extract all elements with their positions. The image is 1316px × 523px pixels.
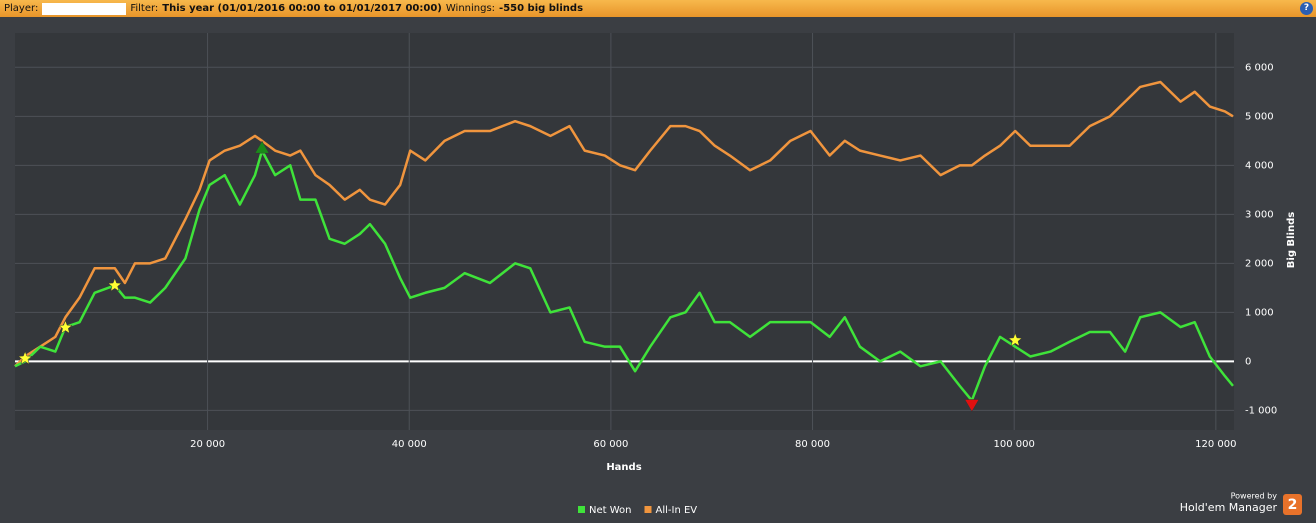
x-tick-label: 100 000 (994, 439, 1035, 450)
winnings-value: -550 big blinds (499, 3, 584, 14)
y-tick-label: 4 000 (1245, 160, 1274, 171)
filter-label: Filter: (130, 3, 159, 14)
y-tick-label: -1 000 (1245, 405, 1277, 416)
series-line (14, 80, 1234, 368)
series-line (14, 149, 1234, 402)
product-name: Hold'em Manager (1180, 501, 1278, 514)
marker (1007, 332, 1023, 347)
chart: Hands Big Blinds Powered by Hold'em Mana… (14, 33, 1302, 516)
y-tick-label: 5 000 (1245, 111, 1274, 122)
y-tick-label: 0 (1245, 356, 1251, 367)
legend-label: All-In EV (656, 505, 698, 516)
powered-by: Powered by (1231, 492, 1278, 501)
legend-swatch (578, 506, 585, 513)
header: Player: Filter: This year (01/01/2016 00:… (0, 0, 1316, 17)
help-button[interactable]: ? (1300, 2, 1313, 15)
legend-label: Net Won (589, 505, 632, 516)
redacted-name (42, 2, 127, 15)
x-tick-label: 80 000 (795, 439, 830, 450)
y-tick-label: 1 000 (1245, 307, 1274, 318)
y-tick-label: 6 000 (1245, 62, 1274, 73)
marker (58, 319, 73, 334)
player-label: Player: (4, 3, 39, 14)
legend-swatch (644, 506, 652, 513)
logo-number: 2 (1288, 497, 1298, 513)
y-tick-label: 2 000 (1245, 258, 1274, 269)
x-axis-label: Hands (606, 462, 641, 473)
y-tick-label: 3 000 (1245, 209, 1274, 220)
plot-area (15, 33, 1234, 430)
y-axis-label: Big Blinds (1286, 212, 1297, 268)
marker (17, 350, 33, 365)
marker (964, 399, 980, 413)
x-tick-label: 40 000 (392, 439, 427, 450)
x-tick-label: 120 000 (1195, 439, 1236, 450)
filter-value: This year (01/01/2016 00:00 to 01/01/201… (162, 3, 442, 14)
logo (1283, 494, 1302, 515)
marker (107, 277, 123, 292)
x-tick-label: 60 000 (593, 439, 628, 450)
x-tick-label: 20 000 (190, 439, 225, 450)
winnings-label: Winnings: (445, 3, 496, 14)
marker (254, 140, 270, 154)
